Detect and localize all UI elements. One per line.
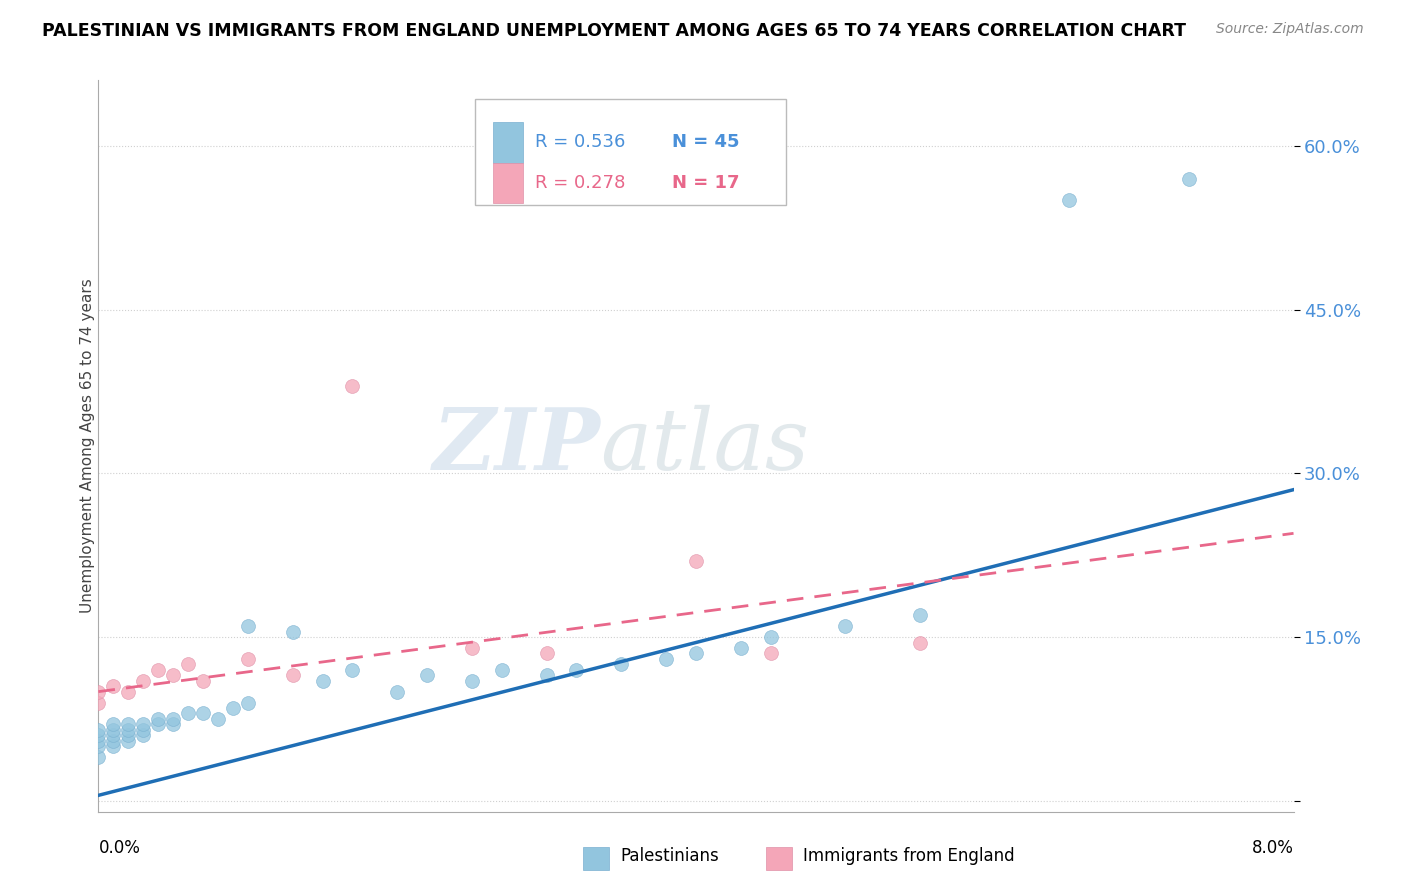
Point [311, 673, 333, 688]
Bar [494, 162, 523, 202]
Y-axis label: Unemployment Among Ages 65 to 74 years: Unemployment Among Ages 65 to 74 years [80, 278, 94, 614]
Text: 8.0%: 8.0% [1251, 839, 1294, 857]
Point [103, 733, 125, 747]
Point [117, 717, 139, 731]
Point [148, 717, 170, 731]
Point [908, 635, 931, 649]
Point [491, 663, 513, 677]
Point [177, 657, 200, 672]
Point [103, 679, 125, 693]
Point [87, 684, 110, 698]
Point [148, 663, 170, 677]
Point [759, 647, 782, 661]
Point [536, 647, 558, 661]
Point [162, 668, 184, 682]
Point [236, 619, 259, 633]
Point [385, 684, 409, 698]
Text: Palestinians: Palestinians [620, 847, 718, 865]
Point [565, 663, 588, 677]
Point [132, 728, 155, 742]
Text: Immigrants from England: Immigrants from England [803, 847, 1015, 865]
Point [1178, 171, 1201, 186]
Point [177, 706, 200, 721]
Point [117, 728, 139, 742]
Point [461, 640, 484, 655]
Point [148, 712, 170, 726]
Point [236, 696, 259, 710]
Point [655, 652, 678, 666]
Point [281, 624, 304, 639]
Text: N = 45: N = 45 [672, 134, 740, 152]
Point [834, 619, 856, 633]
FancyBboxPatch shape [475, 99, 786, 204]
Point [117, 733, 139, 747]
Text: Source: ZipAtlas.com: Source: ZipAtlas.com [1216, 22, 1364, 37]
Point [685, 554, 707, 568]
Point [461, 673, 484, 688]
Point [132, 717, 155, 731]
Point [236, 652, 259, 666]
Point [759, 630, 782, 644]
Point [132, 723, 155, 737]
Point [222, 701, 245, 715]
Point [117, 723, 139, 737]
Point [191, 673, 214, 688]
Point [162, 712, 184, 726]
Point [342, 663, 364, 677]
Point [103, 717, 125, 731]
Point [908, 608, 931, 623]
Bar [494, 122, 523, 162]
Point [87, 750, 110, 764]
Point [103, 723, 125, 737]
Text: R = 0.536: R = 0.536 [534, 134, 626, 152]
Point [132, 673, 155, 688]
Point [610, 657, 633, 672]
Point [87, 696, 110, 710]
Point [103, 739, 125, 754]
Text: atlas: atlas [600, 405, 810, 487]
Point [162, 717, 184, 731]
Point [207, 712, 229, 726]
Point [117, 684, 139, 698]
Point [87, 739, 110, 754]
Point [191, 706, 214, 721]
Text: PALESTINIAN VS IMMIGRANTS FROM ENGLAND UNEMPLOYMENT AMONG AGES 65 TO 74 YEARS CO: PALESTINIAN VS IMMIGRANTS FROM ENGLAND U… [42, 22, 1187, 40]
Point [342, 379, 364, 393]
Text: N = 17: N = 17 [672, 174, 740, 192]
Point [87, 733, 110, 747]
Point [730, 640, 752, 655]
Text: 0.0%: 0.0% [98, 839, 141, 857]
Point [416, 668, 439, 682]
Point [87, 728, 110, 742]
Point [685, 647, 707, 661]
Point [87, 723, 110, 737]
Text: ZIP: ZIP [433, 404, 600, 488]
Point [536, 668, 558, 682]
Point [281, 668, 304, 682]
Text: R = 0.278: R = 0.278 [534, 174, 626, 192]
Point [1059, 194, 1081, 208]
Point [103, 728, 125, 742]
